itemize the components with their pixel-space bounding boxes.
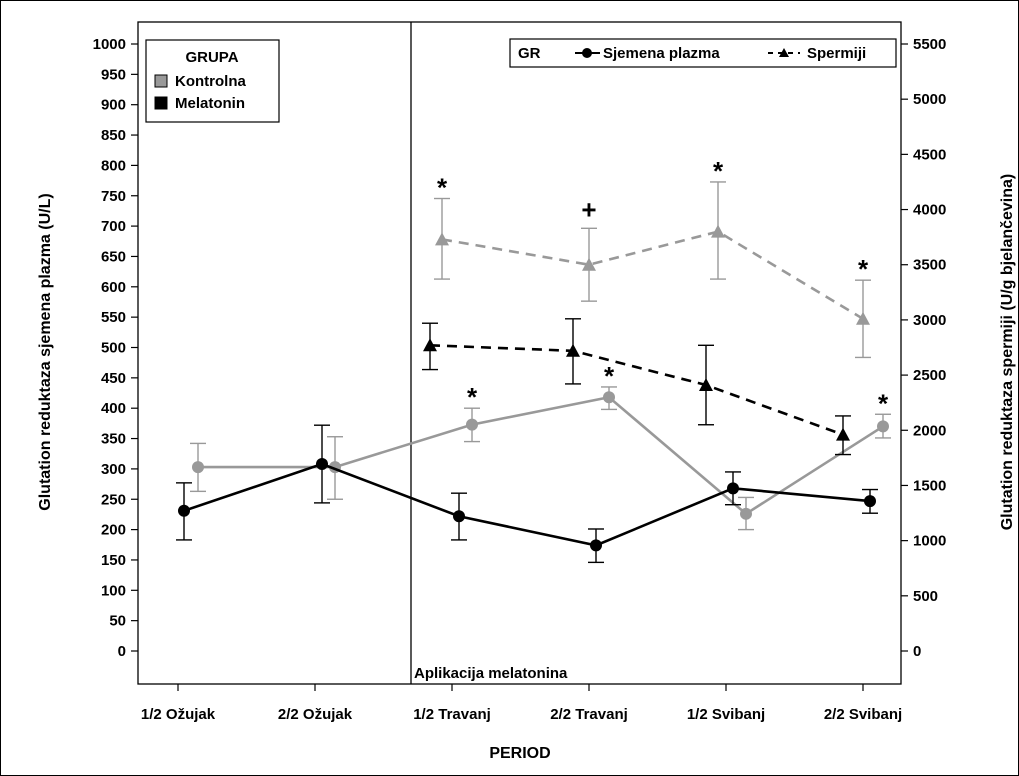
data-point — [699, 378, 713, 392]
left-y-tick-label: 900 — [101, 97, 126, 114]
left-y-tick-label: 100 — [101, 582, 126, 599]
left-y-tick-label: 350 — [101, 431, 126, 448]
right-y-tick-label: 5500 — [913, 36, 946, 53]
legend-circle-marker — [582, 48, 592, 58]
data-point — [566, 343, 580, 357]
data-point — [435, 232, 449, 246]
significance-asterisk: * — [467, 382, 478, 412]
legend-group-box — [145, 39, 280, 123]
left-y-axis: 0 50 100 150 200 250 300 350 400 450 500 550 600 650 7… — [93, 36, 138, 660]
x-axis-title: PERIOD — [489, 745, 550, 762]
legend-item-melatonin: Melatonin — [175, 95, 245, 112]
x-tick-label: 2/2 Travanj — [550, 706, 628, 723]
legend-swatch-melatonin — [154, 96, 168, 110]
legend-item-kontrolna: Kontrolna — [175, 73, 246, 90]
left-y-tick-label: 450 — [101, 370, 126, 387]
significance-plus: + — [581, 194, 596, 224]
x-tick-label: 1/2 Ožujak — [141, 706, 216, 723]
series-plazma-kontrolna: * * * — [190, 361, 891, 531]
legend-gr-box — [509, 38, 897, 68]
right-y-tick-label: 5000 — [913, 91, 946, 108]
right-y-axis: 0 500 1000 1500 2000 2500 3000 3500 4000 4500 5000… — [901, 36, 946, 660]
left-y-tick-label: 500 — [101, 340, 126, 357]
data-point — [836, 427, 850, 441]
left-y-tick-label: 0 — [118, 643, 126, 660]
significance-asterisk: * — [858, 254, 869, 284]
right-y-tick-label: 4000 — [913, 202, 946, 219]
data-point — [582, 257, 596, 271]
significance-asterisk: * — [604, 361, 615, 391]
left-y-tick-label: 200 — [101, 522, 126, 539]
left-y-tick-label: 150 — [101, 552, 126, 569]
left-y-tick-label: 750 — [101, 188, 126, 205]
series-line — [198, 395, 884, 516]
plot-area — [137, 21, 902, 685]
right-y-tick-label: 0 — [913, 643, 921, 660]
right-y-tick-label: 500 — [913, 588, 938, 605]
data-point — [316, 458, 328, 471]
x-tick-label: 1/2 Svibanj — [687, 706, 765, 723]
x-tick-label: 2/2 Ožujak — [278, 706, 353, 723]
significance-asterisk: * — [713, 156, 724, 186]
x-tick-label: 1/2 Travanj — [413, 706, 491, 723]
left-y-tick-label: 250 — [101, 491, 126, 508]
right-y-tick-label: 2000 — [913, 422, 946, 439]
right-y-tick-label: 1500 — [913, 477, 946, 494]
series-plazma-melatonin — [176, 424, 878, 564]
legend-item-spermiji: Spermiji — [807, 45, 866, 62]
left-y-tick-label: 600 — [101, 279, 126, 296]
left-y-tick-label: 1000 — [93, 36, 126, 53]
series-layer: * * * * + * * — [176, 156, 891, 564]
legend-triangle-marker — [779, 48, 789, 57]
legend-swatch-kontrolna — [154, 74, 168, 88]
left-y-tick-label: 950 — [101, 66, 126, 83]
right-y-tick-label: 4500 — [913, 146, 946, 163]
left-y-tick-label: 850 — [101, 127, 126, 144]
left-y-tick-label: 650 — [101, 248, 126, 265]
legend-gr: GR Sjemena plazma Spermiji — [509, 38, 897, 68]
right-y-tick-label: 3000 — [913, 312, 946, 329]
data-point — [590, 539, 602, 552]
data-point — [864, 495, 876, 508]
left-y-tick-label: 400 — [101, 400, 126, 417]
left-y-tick-label: 550 — [101, 309, 126, 326]
left-y-tick-label: 800 — [101, 157, 126, 174]
x-tick-label: 2/2 Svibanj — [824, 706, 902, 723]
data-point — [877, 420, 889, 433]
data-point — [856, 311, 870, 325]
right-y-tick-label: 1000 — [913, 533, 946, 550]
right-y-axis-title: Glutation reduktaza spermiji (U/g bjelan… — [999, 174, 1016, 531]
series-spermiji-kontrolna: * + * * — [434, 156, 871, 359]
legend-group-title: GRUPA — [185, 49, 238, 66]
data-point — [453, 510, 465, 523]
significance-asterisk: * — [878, 388, 889, 418]
annotation-label: Aplikacija melatonina — [414, 665, 568, 682]
left-y-tick-label: 50 — [109, 613, 126, 630]
data-point — [192, 461, 204, 474]
right-y-tick-label: 3500 — [913, 257, 946, 274]
legend-group: GRUPA Kontrolna Melatonin — [145, 39, 280, 123]
data-point — [466, 418, 478, 431]
legend-gr-title: GR — [518, 45, 541, 62]
significance-asterisk: * — [437, 173, 448, 203]
data-point — [711, 224, 725, 238]
data-point — [423, 338, 437, 352]
left-y-tick-label: 300 — [101, 461, 126, 478]
data-point — [178, 504, 190, 517]
data-point — [603, 391, 615, 404]
legend-item-plazma: Sjemena plazma — [603, 45, 720, 62]
left-y-tick-label: 700 — [101, 218, 126, 235]
series-line — [183, 462, 871, 547]
x-axis: 1/2 Ožujak 2/2 Ožujak 1/2 Travanj 2/2 Trava… — [141, 684, 902, 723]
series-spermiji-melatonin — [422, 318, 851, 456]
left-y-axis-title: Glutation reduktaza sjemena plazma (U/L) — [37, 193, 54, 510]
data-point — [727, 482, 739, 495]
data-point — [740, 507, 752, 520]
series-line — [429, 343, 844, 436]
series-line — [441, 230, 864, 320]
right-y-tick-label: 2500 — [913, 367, 946, 384]
